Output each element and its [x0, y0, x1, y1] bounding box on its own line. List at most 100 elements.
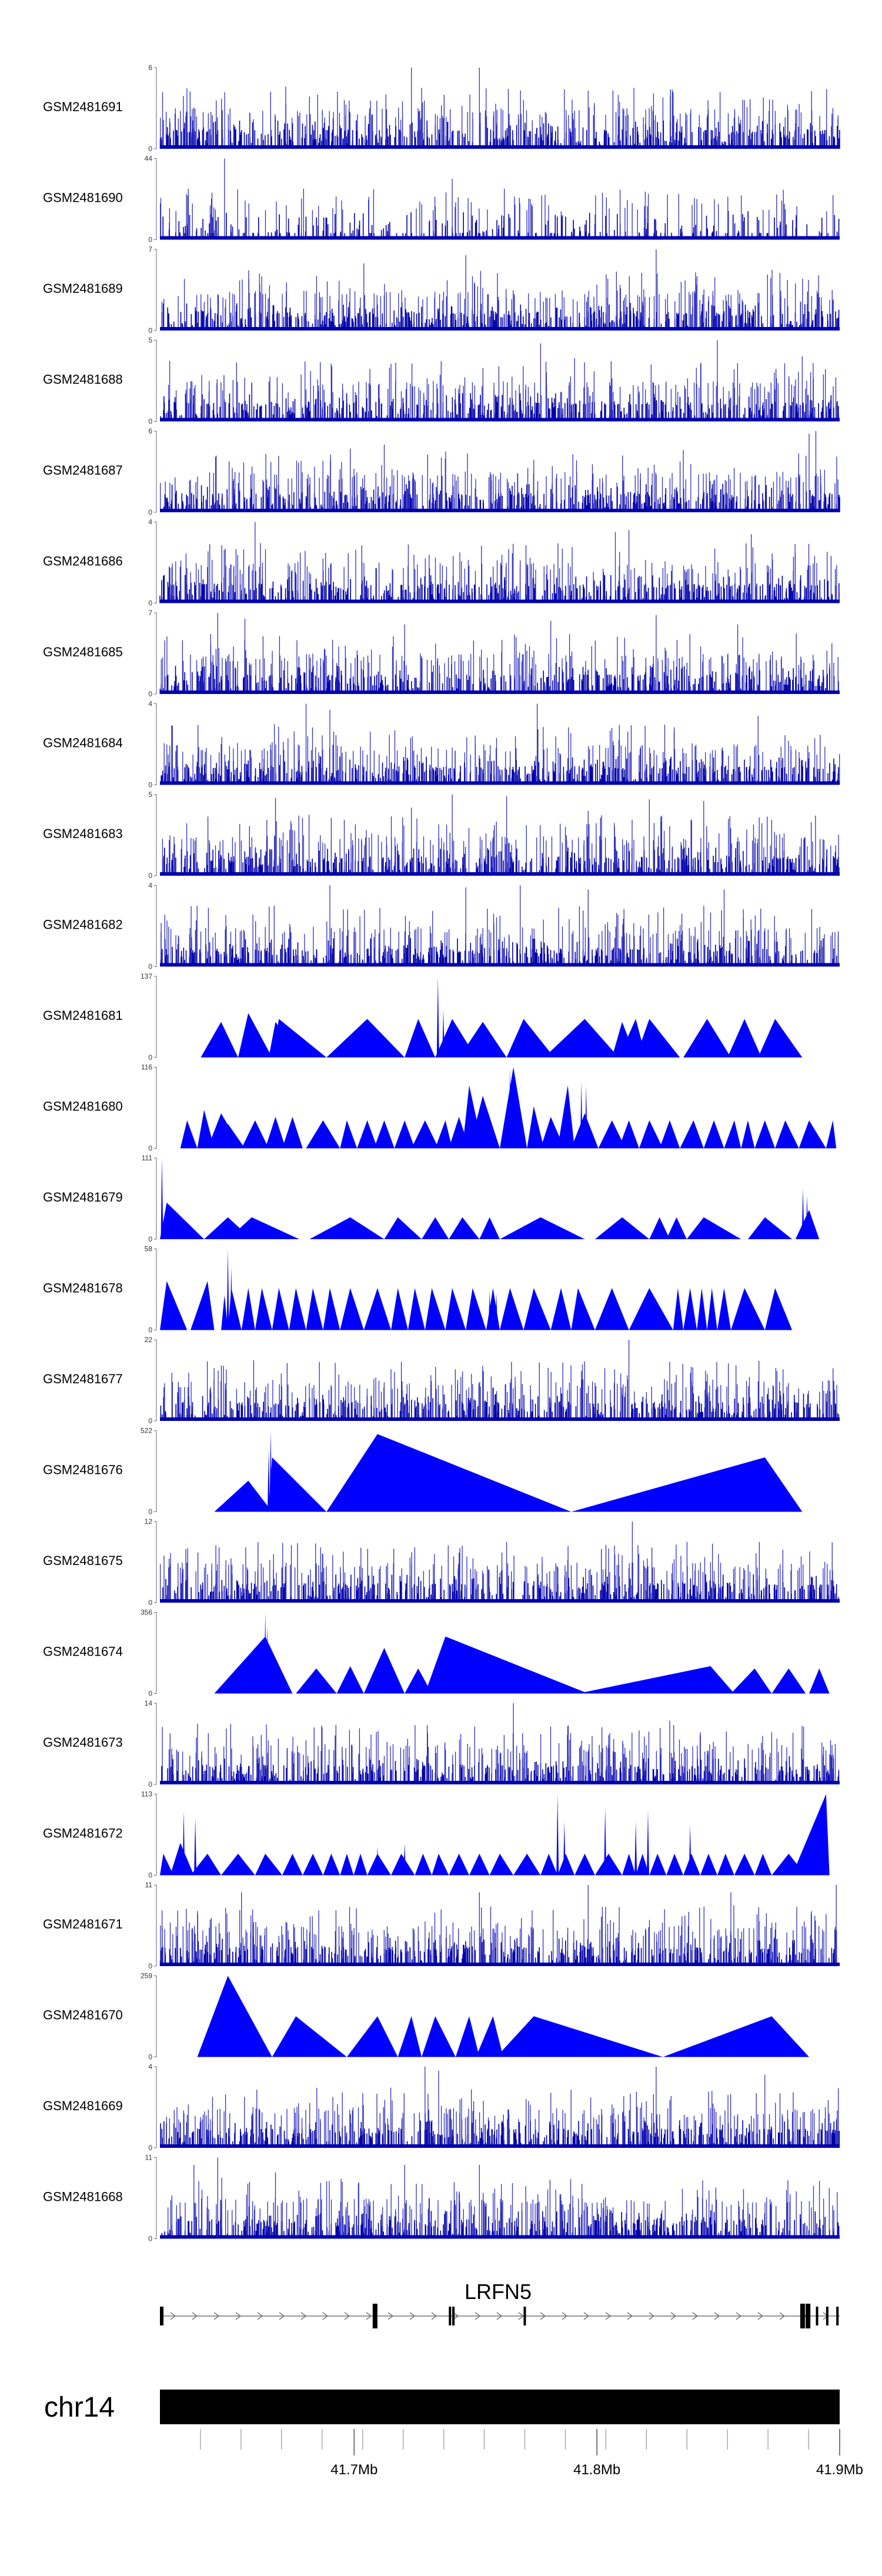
chromosome-label: chr14 — [44, 2392, 115, 2423]
coverage-baseline — [160, 872, 840, 876]
coverage-peak — [255, 1288, 272, 1330]
track-label: GSM2481681 — [43, 1008, 123, 1023]
coverage-peak — [397, 2016, 422, 2057]
strand-arrow — [779, 2312, 786, 2320]
coverage-peak — [180, 1120, 198, 1149]
coverage-spike — [584, 1085, 587, 1149]
strand-arrow — [453, 2312, 459, 2320]
y-max-label: 7 — [148, 609, 152, 617]
exon — [523, 2307, 526, 2325]
coverage-peak — [405, 1668, 432, 1694]
coverage-peak — [326, 1019, 405, 1057]
coverage-baseline — [160, 236, 840, 240]
track-GSM2481688: GSM2481688 5 0 — [43, 336, 840, 426]
coverage-peak — [717, 1288, 731, 1330]
coverage-bars-low — [159, 1937, 837, 1966]
coverage-spike — [556, 1794, 559, 1876]
coverage-peak — [700, 1853, 717, 1876]
y-min-label: 0 — [148, 236, 152, 244]
y-min-label: 0 — [148, 1235, 152, 1243]
coverage-peak — [707, 1288, 717, 1330]
track-GSM2481676: GSM2481676 522 0 — [43, 1427, 803, 1516]
y-max-label: 111 — [142, 1154, 153, 1162]
coverage-baseline — [160, 1599, 840, 1603]
coverage-peak — [391, 1853, 415, 1876]
coverage-peak — [197, 1110, 215, 1149]
coverage-spike — [264, 1612, 267, 1694]
y-min-label: 0 — [148, 872, 152, 880]
y-min-label: 0 — [148, 2144, 152, 2152]
track-label: GSM2481671 — [43, 1917, 123, 1931]
coverage-bars-low — [162, 1574, 839, 1603]
track-GSM2481675: GSM2481675 12 0 — [43, 1517, 840, 1607]
coverage-peak — [686, 1217, 741, 1239]
coverage-peak — [214, 1636, 293, 1694]
coverage-peak — [228, 1288, 242, 1330]
coverage-peak — [619, 1120, 639, 1149]
track-label: GSM2481685 — [43, 645, 123, 659]
strand-arrow — [714, 2312, 720, 2320]
strand-arrow — [692, 2312, 699, 2320]
exon — [452, 2307, 455, 2325]
y-max-label: 11 — [145, 2154, 153, 2162]
coverage-peak — [557, 1853, 575, 1876]
coverage-spike — [489, 2026, 492, 2057]
coverage-peak — [649, 1217, 670, 1239]
coverage-peak — [306, 1120, 340, 1149]
y-min-label: 0 — [148, 1962, 152, 1970]
coverage-peak — [500, 1288, 524, 1330]
coverage-peak — [228, 1217, 299, 1239]
track-label: GSM2481682 — [43, 917, 123, 932]
coverage-peak — [449, 1217, 480, 1239]
y-min-label: 0 — [148, 1508, 152, 1516]
track-label: GSM2481674 — [43, 1644, 123, 1659]
y-min-label: 0 — [148, 326, 152, 335]
exon — [800, 2304, 805, 2328]
coverage-peak — [489, 1853, 514, 1876]
strand-arrow — [496, 2312, 503, 2320]
coverage-peak — [272, 2016, 347, 2057]
coverage-peak — [659, 1120, 680, 1149]
major-tick-label: 41.7Mb — [330, 2462, 377, 2478]
coverage-bars-high — [160, 431, 838, 512]
y-max-label: 5 — [148, 790, 152, 799]
coverage-peak — [309, 1217, 385, 1239]
coverage-spike — [182, 1810, 185, 1876]
track-label: GSM2481688 — [43, 372, 123, 387]
coverage-peak — [496, 2016, 663, 2057]
coverage-bars-high — [163, 1340, 837, 1421]
coverage-peak — [241, 1120, 269, 1149]
coverage-peak — [326, 1434, 572, 1512]
track-GSM2481681: GSM2481681 137 0 — [43, 972, 803, 1062]
coverage-peak — [323, 1853, 340, 1876]
exon — [816, 2307, 818, 2325]
coverage-peak — [466, 1288, 486, 1330]
coverage-spike — [806, 1195, 808, 1239]
strand-arrow — [279, 2312, 285, 2320]
exon — [449, 2307, 452, 2325]
track-label: GSM2481678 — [43, 1281, 123, 1296]
y-max-label: 137 — [141, 972, 152, 980]
coverage-bars-low — [159, 575, 840, 603]
coverage-peak — [594, 1217, 650, 1239]
track-GSM2481678: GSM2481678 58 0 — [43, 1245, 793, 1334]
coverage-peak — [170, 1843, 194, 1876]
strand-arrow — [475, 2312, 481, 2320]
coverage-peak — [636, 1019, 680, 1057]
coverage-bars-high — [169, 522, 837, 603]
coverage-peak — [160, 1281, 188, 1330]
coverage-peak — [799, 1120, 826, 1149]
coverage-peak — [374, 1120, 395, 1149]
exon — [160, 2307, 163, 2325]
coverage-spike — [266, 1625, 269, 1694]
coverage-spike — [493, 2019, 496, 2057]
coverage-bars-low — [159, 120, 840, 149]
coverage-peak — [405, 1019, 436, 1057]
coverage-peak — [639, 1120, 663, 1149]
coverage-bars-high — [161, 885, 839, 967]
coverage-baseline — [160, 1417, 840, 1421]
coverage-peak — [574, 1853, 595, 1876]
coverage-peak — [432, 1853, 449, 1876]
track-GSM2481671: GSM2481671 11 0 — [43, 1881, 840, 1970]
strand-arrow — [627, 2312, 633, 2320]
